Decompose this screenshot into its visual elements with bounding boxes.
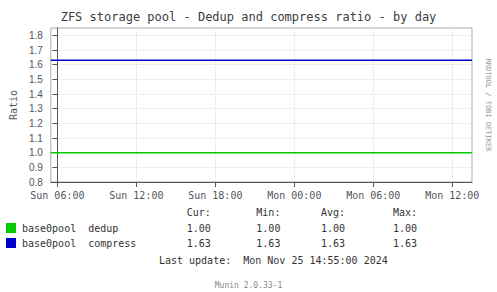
svg-text:RRDTOOL / TOBI OETIKER: RRDTOOL / TOBI OETIKER — [484, 59, 492, 153]
svg-text:base0pool compress: base0pool compress — [22, 238, 136, 249]
svg-text:Sun 06:00: Sun 06:00 — [30, 190, 84, 201]
svg-text:1.8: 1.8 — [29, 30, 43, 41]
svg-text:Mon 00:00: Mon 00:00 — [267, 190, 321, 201]
svg-text:0.8: 0.8 — [29, 177, 43, 188]
svg-text:1.5: 1.5 — [29, 74, 43, 85]
svg-text:ZFS storage pool - Dedup and c: ZFS storage pool - Dedup and compress ra… — [61, 10, 437, 24]
svg-text:Sun 12:00: Sun 12:00 — [109, 190, 163, 201]
svg-text:1.4: 1.4 — [29, 89, 43, 100]
svg-text:Mon 06:00: Mon 06:00 — [346, 190, 400, 201]
svg-text:1.7: 1.7 — [29, 45, 43, 56]
svg-text:Max:: Max: — [393, 207, 417, 218]
svg-text:1.63: 1.63 — [321, 238, 345, 249]
svg-text:Sun 18:00: Sun 18:00 — [188, 190, 242, 201]
svg-text:1.63: 1.63 — [187, 238, 211, 249]
svg-text:Min:: Min: — [256, 207, 280, 218]
svg-text:1.63: 1.63 — [256, 238, 280, 249]
svg-text:Cur:: Cur: — [187, 207, 211, 218]
svg-text:0.9: 0.9 — [29, 162, 43, 173]
svg-text:base0pool dedup: base0pool dedup — [22, 223, 118, 234]
svg-text:1.00: 1.00 — [321, 223, 345, 234]
svg-text:1.1: 1.1 — [29, 133, 43, 144]
svg-text:1.2: 1.2 — [29, 118, 43, 129]
svg-text:Ratio: Ratio — [8, 90, 19, 120]
svg-text:Avg:: Avg: — [321, 207, 345, 218]
svg-text:1.00: 1.00 — [256, 223, 280, 234]
svg-text:1.00: 1.00 — [187, 223, 211, 234]
svg-text:1.6: 1.6 — [29, 59, 43, 70]
svg-text:1.0: 1.0 — [29, 147, 43, 158]
svg-text:Mon 12:00: Mon 12:00 — [425, 190, 479, 201]
svg-text:Munin 2.0.33-1: Munin 2.0.33-1 — [215, 281, 283, 290]
svg-text:1.00: 1.00 — [393, 223, 417, 234]
svg-text:1.63: 1.63 — [393, 238, 417, 249]
svg-text:1.3: 1.3 — [29, 103, 43, 114]
svg-text:Last update: Mon Nov 25 14:55: Last update: Mon Nov 25 14:55:00 2024 — [159, 255, 388, 266]
